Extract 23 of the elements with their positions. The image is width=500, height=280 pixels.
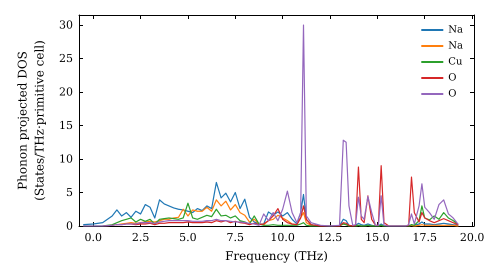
legend-label: Na [448, 40, 464, 52]
x-tick-label: 17.5 [412, 231, 437, 244]
x-tick-label: 20.0 [460, 231, 484, 244]
legend-label: Cu [448, 56, 463, 68]
legend-label: O [448, 72, 456, 84]
y-tick-label: 0 [66, 220, 73, 232]
x-tick-label: 12.5 [318, 231, 342, 244]
y-axis-title: Phonon projected DOS (States/THz·primitive cell) [16, 40, 47, 201]
x-tick-label: 5.0 [179, 231, 197, 244]
y-tick-label: 10 [59, 152, 73, 166]
y-tick-label: 5 [66, 186, 73, 200]
legend-label: Na [448, 24, 464, 36]
y-tick-label: 25 [59, 52, 73, 66]
x-tick-label: 2.5 [132, 231, 150, 244]
y-tick-label: 15 [59, 119, 73, 132]
x-tick-label: 0.0 [84, 231, 102, 244]
x-tick-label: 7.5 [226, 231, 244, 244]
legend-label: O [448, 88, 456, 100]
y-tick-label: 30 [59, 18, 73, 32]
x-tick-label: 10.0 [270, 231, 295, 244]
x-tick-label: 15.0 [365, 231, 390, 244]
y-tick-label: 20 [59, 86, 73, 99]
x-axis-title: Frequency (THz) [225, 249, 328, 263]
